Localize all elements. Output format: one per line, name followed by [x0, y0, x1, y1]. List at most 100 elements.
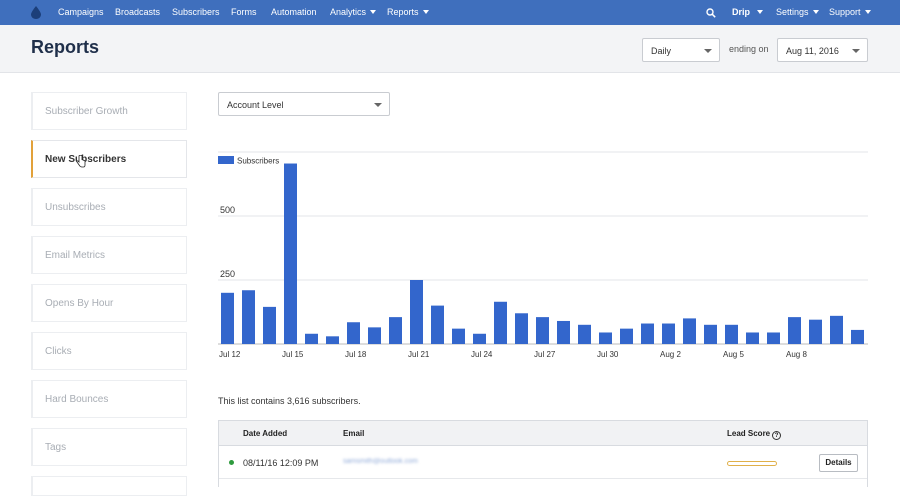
drip-logo-icon[interactable]	[30, 6, 42, 19]
account-label: Drip	[732, 7, 750, 17]
nav-automation[interactable]: Automation	[271, 7, 317, 17]
chart-bar	[599, 332, 612, 344]
chart-bar	[746, 332, 759, 344]
x-tick-label: Jul 27	[534, 350, 556, 359]
page-header: Reports Daily ending on Aug 11, 2016	[0, 25, 900, 73]
nav-analytics[interactable]: Analytics	[330, 7, 377, 17]
chevron-down-icon	[812, 10, 819, 14]
sidebar-item-unsubscribes[interactable]: Unsubscribes	[31, 188, 187, 226]
y-tick-label: 500	[220, 205, 235, 215]
chart-bar	[830, 315, 843, 344]
account-level-value: Account Level	[227, 100, 284, 110]
sidebar-item-email-metrics[interactable]: Email Metrics	[31, 236, 187, 274]
nav-reports[interactable]: Reports	[387, 7, 429, 17]
x-tick-label: Aug 8	[786, 350, 807, 359]
chart-bar	[305, 333, 318, 344]
nav-forms[interactable]: Forms	[231, 7, 257, 17]
chevron-down-icon	[852, 49, 860, 53]
x-tick-label: Jul 30	[597, 350, 619, 359]
sidebar-item-tags[interactable]: Tags	[31, 428, 187, 466]
x-tick-label: Jul 21	[408, 350, 430, 359]
chart-bar	[242, 290, 255, 344]
status-dot	[229, 460, 234, 465]
chart-bar	[536, 317, 549, 344]
chart-bar	[347, 322, 360, 344]
sidebar-item-label: Opens By Hour	[45, 298, 114, 309]
col-lead-score[interactable]: Lead Score?	[727, 429, 782, 440]
chart-bar	[431, 305, 444, 344]
x-tick-label: Jul 12	[219, 350, 241, 359]
chart-bar	[767, 332, 780, 344]
chart-bar	[662, 323, 675, 344]
legend-swatch	[218, 156, 234, 164]
subscribers-table: Date Added Email Lead Score? 08/11/16 12…	[218, 420, 868, 487]
search-icon[interactable]	[706, 8, 716, 18]
chart-bar	[788, 317, 801, 344]
table-row[interactable]: 08/11/16 12:09 PM samsmith@outlook.com D…	[219, 447, 867, 479]
chevron-down-icon	[864, 10, 871, 14]
chart-bar	[221, 292, 234, 344]
chart-bar	[452, 328, 465, 344]
legend-label: Subscribers	[237, 157, 279, 166]
chart-bar	[704, 324, 717, 344]
account-menu[interactable]: Drip	[732, 7, 763, 17]
chevron-down-icon	[704, 49, 712, 53]
account-level-select[interactable]: Account Level	[218, 92, 390, 116]
chart-bar	[515, 313, 528, 344]
chart-bar	[557, 320, 570, 344]
chevron-down-icon	[370, 10, 377, 14]
help-icon[interactable]: ?	[772, 431, 782, 440]
top-nav: Campaigns Broadcasts Subscribers Forms A…	[0, 0, 900, 25]
sidebar-item-clicks[interactable]: Clicks	[31, 332, 187, 370]
row-email[interactable]: samsmith@outlook.com	[343, 458, 418, 465]
table-header: Date Added Email Lead Score?	[219, 421, 867, 446]
nav-subscribers[interactable]: Subscribers	[172, 7, 220, 17]
sidebar-item-opens-by-hour[interactable]: Opens By Hour	[31, 284, 187, 322]
interval-select[interactable]: Daily	[642, 38, 720, 62]
nav-campaigns-label: Campaigns	[58, 7, 104, 17]
x-tick-label: Aug 2	[660, 350, 681, 359]
chart-bar	[620, 328, 633, 344]
chevron-down-icon	[422, 10, 429, 14]
sidebar-item-new-subscribers[interactable]: New Subscribers	[31, 140, 187, 178]
y-tick-label: 250	[220, 269, 235, 279]
chart-bar	[473, 333, 486, 344]
sidebar-item-label: Subscriber Growth	[45, 106, 128, 117]
support-menu[interactable]: Support	[829, 7, 871, 17]
chart-bar	[368, 327, 381, 344]
x-tick-label: Jul 18	[345, 350, 367, 359]
support-label: Support	[829, 7, 861, 17]
page-title: Reports	[31, 37, 100, 57]
settings-menu[interactable]: Settings	[776, 7, 819, 17]
sidebar-item-hard-bounces[interactable]: Hard Bounces	[31, 380, 187, 418]
x-tick-label: Jul 15	[282, 350, 304, 359]
nav-broadcasts-label: Broadcasts	[115, 7, 161, 17]
chevron-down-icon	[757, 10, 763, 14]
nav-broadcasts[interactable]: Broadcasts	[115, 7, 160, 17]
interval-value: Daily	[651, 46, 672, 56]
settings-label: Settings	[776, 7, 809, 17]
col-date-added[interactable]: Date Added	[243, 429, 288, 438]
sidebar-item-subscriber-growth[interactable]: Subscriber Growth	[31, 92, 187, 130]
sidebar-item-label: Tags	[45, 442, 67, 453]
x-tick-label: Jul 24	[471, 350, 493, 359]
chart-bar	[578, 324, 591, 344]
col-email[interactable]: Email	[343, 429, 365, 438]
sidebar-item-more[interactable]	[31, 476, 187, 496]
date-select[interactable]: Aug 11, 2016	[777, 38, 868, 62]
nav-subscribers-label: Subscribers	[172, 7, 220, 17]
sidebar-item-label: Hard Bounces	[45, 394, 109, 405]
nav-campaigns[interactable]: Campaigns	[58, 7, 104, 17]
chart-bar	[725, 324, 738, 344]
nav-forms-label: Forms	[231, 7, 257, 17]
chart-bar	[494, 301, 507, 344]
chart-bar	[410, 280, 423, 344]
chart-bar	[326, 336, 339, 344]
sidebar-item-label: New Subscribers	[45, 154, 127, 165]
subscriber-count-text: This list contains 3,616 subscribers.	[218, 396, 361, 406]
chart-bar	[809, 319, 822, 344]
chart-bar	[389, 317, 402, 344]
lead-score-bar	[727, 461, 777, 466]
chart-bar	[851, 329, 864, 344]
details-button[interactable]: Details	[819, 454, 858, 472]
